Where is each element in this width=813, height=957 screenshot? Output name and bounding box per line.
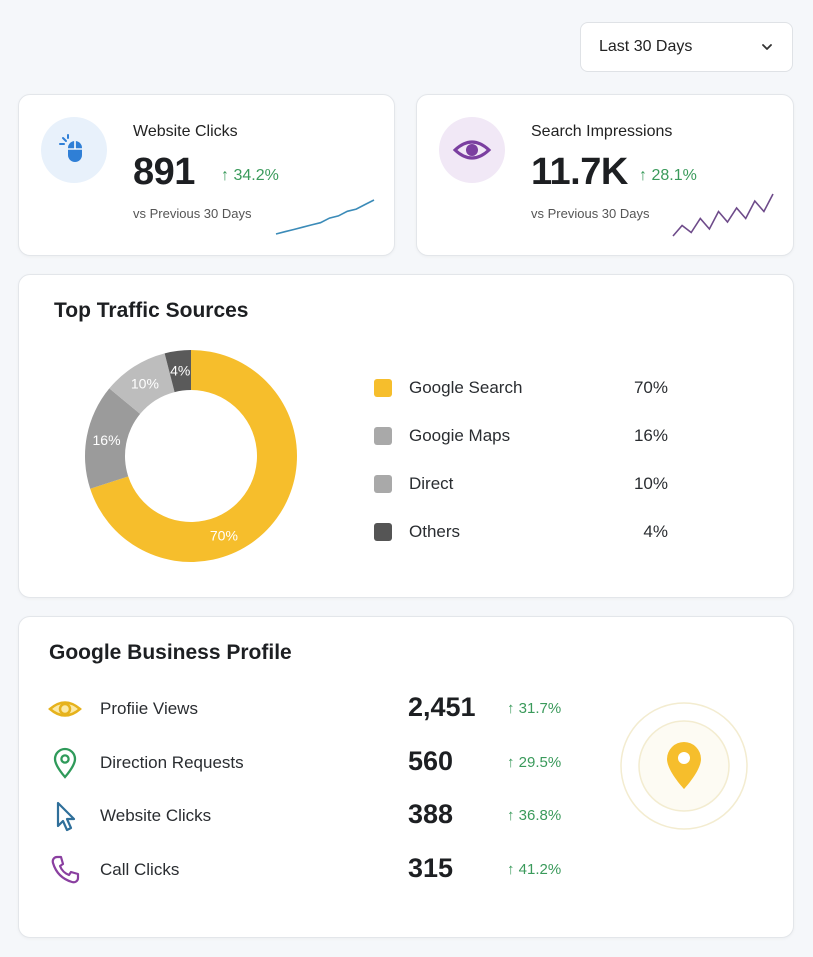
donut-data-label: 16% xyxy=(93,432,121,448)
donut-slice-google-search xyxy=(90,350,297,562)
metric-change: ↑ 29.5% xyxy=(507,754,562,771)
sparkline-path xyxy=(672,193,774,237)
map-pin-icon xyxy=(620,702,748,830)
metric-label: Direction Requests xyxy=(100,753,244,772)
legend-item-direct: Direct 10% xyxy=(374,472,674,496)
date-range-value: Last 30 Days xyxy=(599,38,693,55)
kpi-change: ↑ 28.1% xyxy=(639,167,697,184)
section-title: Google Business Profile xyxy=(49,641,292,664)
metric-value: 560 xyxy=(408,746,454,776)
kpi-comparison-label: vs Previous 30 Days xyxy=(531,206,650,221)
metric-label: Website Clicks xyxy=(100,806,212,825)
kpi-label: Search Impressions xyxy=(531,123,673,140)
legend-percent: 4% xyxy=(643,522,668,541)
donut-data-label: 10% xyxy=(131,375,159,391)
donut-slice-googie-maps xyxy=(85,388,141,489)
legend-label: Googie Maps xyxy=(409,426,511,445)
metric-value: 2,451 xyxy=(408,692,476,722)
search-impressions-sparkline xyxy=(672,193,774,237)
search-impressions-card: Search Impressions 11.7K ↑ 28.1% vs Prev… xyxy=(416,94,794,256)
legend-swatch xyxy=(374,427,392,445)
metric-change: ↑ 36.8% xyxy=(507,807,562,824)
donut-data-label: 70% xyxy=(210,527,238,543)
donut-slice-direct xyxy=(109,353,175,414)
gbp-row-call-clicks: Call Clicks 315 ↑ 41.2% xyxy=(47,850,587,890)
legend-item-google-search: Google Search 70% xyxy=(374,376,674,400)
legend-percent: 10% xyxy=(633,474,668,493)
traffic-sources-card: Top Traffic Sources 70% 16% 10% 4% Google S… xyxy=(18,274,794,598)
legend-percent: 70% xyxy=(633,378,668,397)
chevron-down-icon xyxy=(762,44,772,50)
legend-swatch xyxy=(374,523,392,541)
legend-label: Direct xyxy=(409,474,454,493)
mouse-icon xyxy=(41,117,107,183)
gbp-row-profile-views: Profiie Views 2,451 ↑ 31.7% xyxy=(47,689,587,729)
legend-swatch xyxy=(374,475,392,493)
eye-icon xyxy=(47,691,83,727)
eye-icon xyxy=(439,117,505,183)
kpi-comparison-label: vs Previous 30 Days xyxy=(133,206,252,221)
section-title: Top Traffic Sources xyxy=(54,299,249,322)
gbp-row-direction-requests: Direction Requests 560 ↑ 29.5% xyxy=(47,743,587,783)
kpi-value: 891 xyxy=(133,151,195,193)
website-clicks-sparkline xyxy=(275,199,375,235)
sparkline-path xyxy=(275,199,375,235)
phone-icon xyxy=(47,852,83,888)
metric-label: Profiie Views xyxy=(100,699,198,718)
website-clicks-card: Website Clicks 891 ↑ 34.2% vs Previous 3… xyxy=(18,94,395,256)
date-range-select[interactable]: Last 30 Days xyxy=(580,22,793,72)
kpi-change: ↑ 34.2% xyxy=(221,167,279,184)
metric-value: 315 xyxy=(408,853,454,883)
legend-item-google-maps: Googie Maps 16% xyxy=(374,424,674,448)
metric-change: ↑ 41.2% xyxy=(507,861,562,878)
metric-change: ↑ 31.7% xyxy=(507,700,562,717)
donut-slice-others xyxy=(164,350,191,393)
legend-label: Others xyxy=(409,522,461,541)
legend-percent: 16% xyxy=(633,426,668,445)
location-pin-icon xyxy=(47,745,83,781)
kpi-label: Website Clicks xyxy=(133,123,238,140)
cursor-icon xyxy=(47,798,83,834)
kpi-value: 11.7K xyxy=(531,151,628,193)
google-business-profile-card: Google Business Profile Profiie Views 2,… xyxy=(18,616,794,938)
legend-label: Google Search xyxy=(409,378,523,397)
metric-label: Call Clicks xyxy=(100,860,180,879)
traffic-donut-chart: 70% 16% 10% 4% xyxy=(85,350,297,562)
gbp-row-website-clicks: Website Clicks 388 ↑ 36.8% xyxy=(47,796,587,836)
donut-data-label: 4% xyxy=(170,363,190,379)
metric-value: 388 xyxy=(408,799,454,829)
legend-swatch xyxy=(374,379,392,397)
legend-item-others: Others 4% xyxy=(374,520,674,544)
